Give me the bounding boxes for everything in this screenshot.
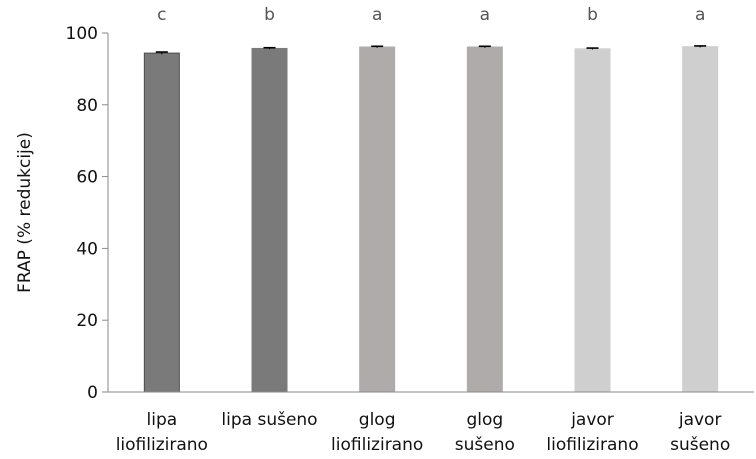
axes-group xyxy=(107,33,754,393)
y-tick-label: 40 xyxy=(76,239,98,259)
significance-letter: a xyxy=(372,5,382,25)
error-bars-group xyxy=(155,45,707,55)
y-tick-label: 100 xyxy=(66,24,98,44)
significance-letter: b xyxy=(264,5,275,25)
x-tick-label: javor xyxy=(678,410,722,430)
bar xyxy=(359,46,396,393)
x-tick-label: liofilizirano xyxy=(331,435,423,455)
bars-group xyxy=(143,46,719,393)
y-axis-ticks: 0 20 40 60 80 100 xyxy=(66,24,108,403)
bar xyxy=(574,48,611,393)
significance-letter: a xyxy=(695,5,705,25)
y-tick-label: 0 xyxy=(87,383,98,403)
significance-letter: c xyxy=(157,5,166,25)
significance-letter: a xyxy=(480,5,490,25)
y-tick-label: 20 xyxy=(76,311,98,331)
x-tick-label: glog xyxy=(359,410,396,430)
y-axis-title-group: FRAP (% redukcije) xyxy=(15,132,35,293)
y-tick-label: 80 xyxy=(76,96,98,116)
significance-letter: b xyxy=(587,5,598,25)
x-tick-label: liofilizirano xyxy=(116,435,208,455)
bar xyxy=(143,52,180,393)
x-tick-label: liofilizirano xyxy=(546,435,638,455)
bar xyxy=(466,46,503,393)
y-axis-title: FRAP (% redukcije) xyxy=(15,132,35,293)
x-tick-label: lipa sušeno xyxy=(221,410,317,430)
x-tick-label: glog xyxy=(466,410,503,430)
x-tick-label: javor xyxy=(570,410,614,430)
x-tick-label: sušeno xyxy=(670,435,730,455)
x-axis-labels-group: lipa liofilizirano lipa sušeno glog liofiliz… xyxy=(116,410,731,455)
bar xyxy=(682,46,719,393)
x-tick-label: lipa xyxy=(147,410,178,430)
x-tick-label: sušeno xyxy=(455,435,515,455)
bar xyxy=(251,47,288,393)
y-tick-label: 60 xyxy=(76,168,98,188)
